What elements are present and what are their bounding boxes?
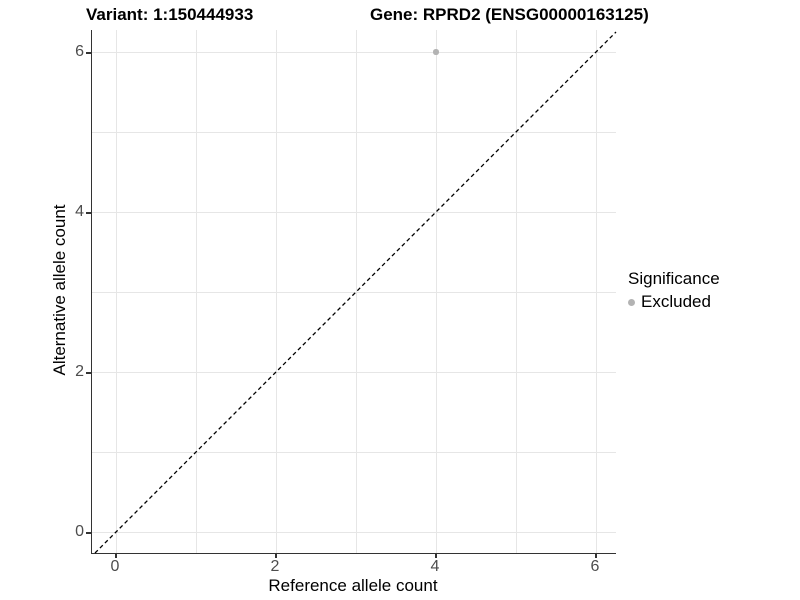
y-tick-label: 4: [75, 203, 84, 220]
y-gridline: [92, 292, 616, 293]
y-gridline: [92, 372, 616, 373]
y-gridline: [92, 452, 616, 453]
y-tick-label: 6: [75, 43, 84, 60]
legend-title: Significance: [628, 269, 720, 288]
x-axis-title: Reference allele count: [268, 576, 438, 595]
x-tick-label: 4: [430, 558, 440, 575]
x-tick-label: 0: [110, 558, 120, 575]
x-tick-label: 2: [270, 558, 280, 575]
x-gridline: [596, 30, 597, 553]
identity-line-layer: [94, 31, 617, 554]
y-tick-label: 2: [75, 363, 84, 380]
plot-title-variant: Variant: 1:150444933: [86, 5, 254, 24]
y-gridline: [92, 212, 616, 213]
plot-title-gene: Gene: RPRD2 (ENSG00000163125): [370, 5, 649, 24]
data-point: [433, 49, 439, 55]
y-tick-label: 0: [75, 523, 84, 540]
y-axis-tick: [86, 372, 91, 374]
x-gridline: [196, 30, 197, 553]
x-tick-label: 6: [590, 558, 600, 575]
y-axis-title: Alternative allele count: [50, 204, 69, 376]
legend-entry-label: Excluded: [641, 292, 711, 311]
y-axis-tick: [86, 212, 91, 214]
y-axis-tick: [86, 52, 91, 54]
x-gridline: [356, 30, 357, 553]
identity-dashed-line: [94, 31, 617, 554]
x-gridline: [436, 30, 437, 553]
legend-entries: Excluded: [628, 292, 720, 312]
y-gridline: [92, 52, 616, 53]
x-gridline: [516, 30, 517, 553]
y-gridline: [92, 532, 616, 533]
legend-entry: Excluded: [628, 292, 720, 312]
x-axis-tick: [595, 553, 597, 558]
x-gridline: [116, 30, 117, 553]
x-gridline: [276, 30, 277, 553]
legend-point-icon: [628, 298, 635, 306]
plot-panel: [91, 30, 617, 554]
y-gridline: [92, 132, 616, 133]
y-axis-tick: [86, 532, 91, 534]
x-axis-tick: [275, 553, 277, 558]
x-axis-tick: [435, 553, 437, 558]
x-axis-tick: [115, 553, 117, 558]
legend: Significance Excluded: [628, 269, 720, 312]
